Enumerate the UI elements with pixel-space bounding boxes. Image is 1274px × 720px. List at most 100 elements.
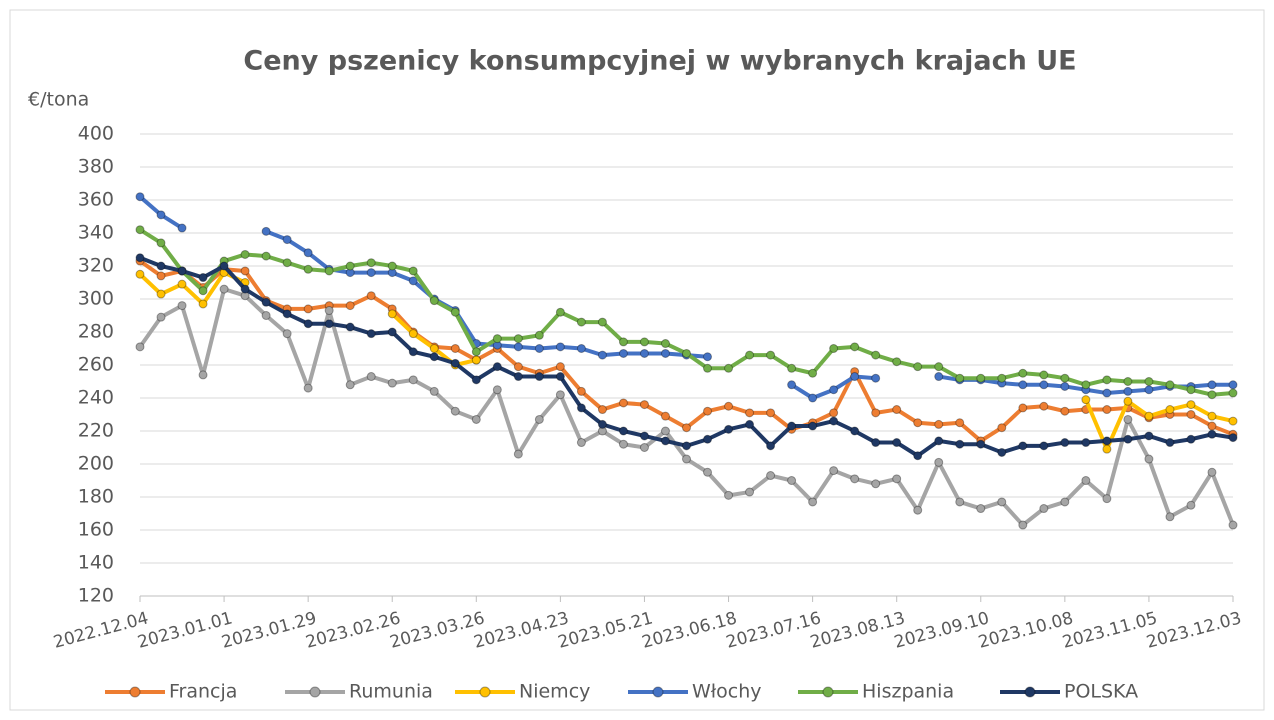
y-tick-label: 380	[78, 156, 114, 178]
point	[850, 474, 860, 484]
point	[703, 406, 713, 416]
y-tick-label: 240	[78, 387, 114, 409]
y-tick-label: 220	[78, 420, 114, 442]
point	[1186, 400, 1196, 410]
point	[135, 192, 145, 202]
point	[1060, 497, 1070, 507]
point	[787, 421, 797, 431]
point	[808, 421, 818, 431]
point	[1060, 381, 1070, 391]
point	[660, 436, 670, 446]
point	[724, 363, 734, 373]
point	[913, 451, 923, 461]
point	[177, 301, 187, 311]
point	[303, 319, 313, 329]
y-tick-label: 260	[78, 354, 114, 376]
point	[534, 344, 544, 353]
point	[1123, 414, 1133, 424]
point	[618, 426, 628, 436]
point	[555, 372, 565, 382]
point	[682, 454, 691, 464]
point	[703, 467, 713, 477]
point	[871, 350, 881, 360]
point	[745, 350, 755, 360]
point	[1060, 406, 1070, 416]
point	[282, 309, 292, 319]
point	[787, 363, 797, 373]
point	[198, 299, 208, 309]
point	[1060, 438, 1070, 448]
point	[639, 337, 649, 347]
point	[429, 386, 439, 396]
chart-border	[9, 9, 1265, 711]
point	[1102, 405, 1112, 415]
point	[766, 350, 776, 360]
point	[387, 309, 397, 319]
point	[871, 479, 881, 489]
legend-label: Włochy	[692, 681, 762, 703]
point	[1144, 431, 1154, 441]
point	[177, 279, 187, 289]
point	[429, 296, 439, 306]
point	[555, 390, 565, 400]
point	[1039, 380, 1049, 390]
point	[660, 411, 670, 421]
point	[366, 268, 376, 278]
y-tick-label: 400	[78, 123, 114, 145]
point	[198, 273, 208, 283]
point	[576, 438, 586, 448]
point	[1123, 434, 1133, 444]
legend-label: POLSKA	[1064, 681, 1138, 703]
point	[682, 348, 691, 358]
point	[955, 439, 965, 449]
point	[1207, 421, 1217, 431]
point	[135, 269, 145, 279]
point	[555, 307, 565, 317]
point	[660, 339, 670, 349]
y-tick-label: 140	[78, 552, 114, 574]
y-tick-label: 200	[78, 453, 114, 475]
point	[471, 375, 481, 385]
point	[450, 358, 460, 368]
point	[471, 347, 481, 357]
point	[997, 423, 1007, 433]
point	[324, 319, 334, 329]
point	[871, 438, 881, 448]
point	[156, 312, 166, 322]
point	[1081, 380, 1091, 390]
point	[366, 258, 376, 268]
point	[597, 317, 607, 327]
point	[366, 329, 376, 339]
point	[1039, 441, 1049, 451]
point	[429, 352, 439, 362]
point	[787, 380, 797, 390]
point	[261, 251, 271, 261]
point	[1018, 380, 1028, 390]
point	[198, 370, 208, 380]
y-axis-label: €/tona	[28, 89, 89, 111]
point	[135, 253, 145, 263]
point	[1081, 395, 1091, 405]
point	[850, 426, 860, 436]
legend-marker	[822, 686, 834, 698]
point	[303, 264, 313, 274]
point	[660, 426, 670, 436]
point	[1102, 494, 1112, 504]
y-tick-label: 320	[78, 255, 114, 277]
point	[240, 284, 250, 294]
point	[219, 261, 229, 271]
point	[345, 380, 355, 390]
point	[892, 474, 902, 484]
point	[1144, 385, 1154, 395]
point	[1165, 438, 1175, 448]
point	[576, 403, 586, 413]
point	[871, 408, 881, 418]
point	[639, 443, 649, 452]
point	[997, 497, 1007, 507]
point	[156, 210, 166, 220]
point	[997, 447, 1007, 457]
y-tick-label: 300	[78, 288, 114, 310]
point	[618, 398, 628, 408]
point	[997, 373, 1007, 383]
point	[597, 419, 607, 429]
